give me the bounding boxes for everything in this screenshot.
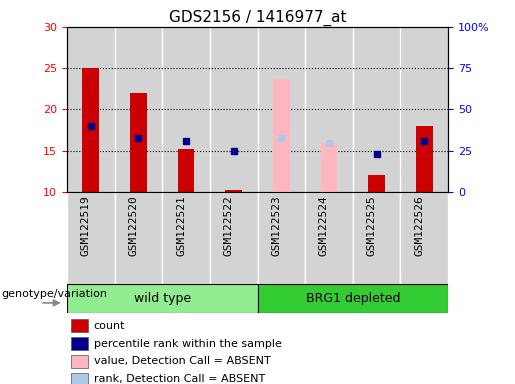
- Bar: [162, 27, 210, 192]
- Bar: [305, 27, 353, 192]
- Bar: [130, 93, 147, 192]
- Bar: [114, 27, 162, 192]
- Text: GSM122525: GSM122525: [367, 195, 376, 255]
- Text: BRG1 depleted: BRG1 depleted: [305, 292, 400, 305]
- Bar: [258, 192, 305, 284]
- Bar: [67, 284, 258, 313]
- Bar: [82, 68, 99, 192]
- Text: GSM122521: GSM122521: [176, 195, 186, 255]
- Bar: [401, 192, 448, 284]
- Text: GSM122519: GSM122519: [81, 195, 91, 255]
- Bar: [71, 319, 88, 332]
- Text: wild type: wild type: [134, 292, 191, 305]
- Text: genotype/variation: genotype/variation: [2, 289, 107, 299]
- Bar: [71, 355, 88, 367]
- Bar: [67, 27, 115, 192]
- Bar: [353, 27, 401, 192]
- Text: count: count: [94, 321, 125, 331]
- Bar: [368, 175, 385, 192]
- Bar: [258, 27, 305, 192]
- Bar: [210, 192, 258, 284]
- Text: value, Detection Call = ABSENT: value, Detection Call = ABSENT: [94, 356, 270, 366]
- Bar: [71, 337, 88, 350]
- Bar: [401, 27, 448, 192]
- Bar: [226, 190, 242, 192]
- Bar: [273, 79, 289, 192]
- Text: GSM122523: GSM122523: [271, 195, 281, 255]
- Text: percentile rank within the sample: percentile rank within the sample: [94, 339, 282, 349]
- Bar: [305, 192, 353, 284]
- Bar: [114, 192, 162, 284]
- Bar: [416, 126, 433, 192]
- Bar: [258, 284, 448, 313]
- Bar: [178, 149, 194, 192]
- Bar: [321, 143, 337, 192]
- Text: GSM122522: GSM122522: [224, 195, 234, 255]
- Bar: [67, 192, 115, 284]
- Title: GDS2156 / 1416977_at: GDS2156 / 1416977_at: [169, 9, 346, 25]
- Text: rank, Detection Call = ABSENT: rank, Detection Call = ABSENT: [94, 374, 265, 384]
- Bar: [353, 192, 401, 284]
- Bar: [71, 372, 88, 384]
- Text: GSM122524: GSM122524: [319, 195, 329, 255]
- Bar: [210, 27, 258, 192]
- Text: GSM122520: GSM122520: [128, 195, 139, 255]
- Bar: [162, 192, 210, 284]
- Text: GSM122526: GSM122526: [414, 195, 424, 255]
